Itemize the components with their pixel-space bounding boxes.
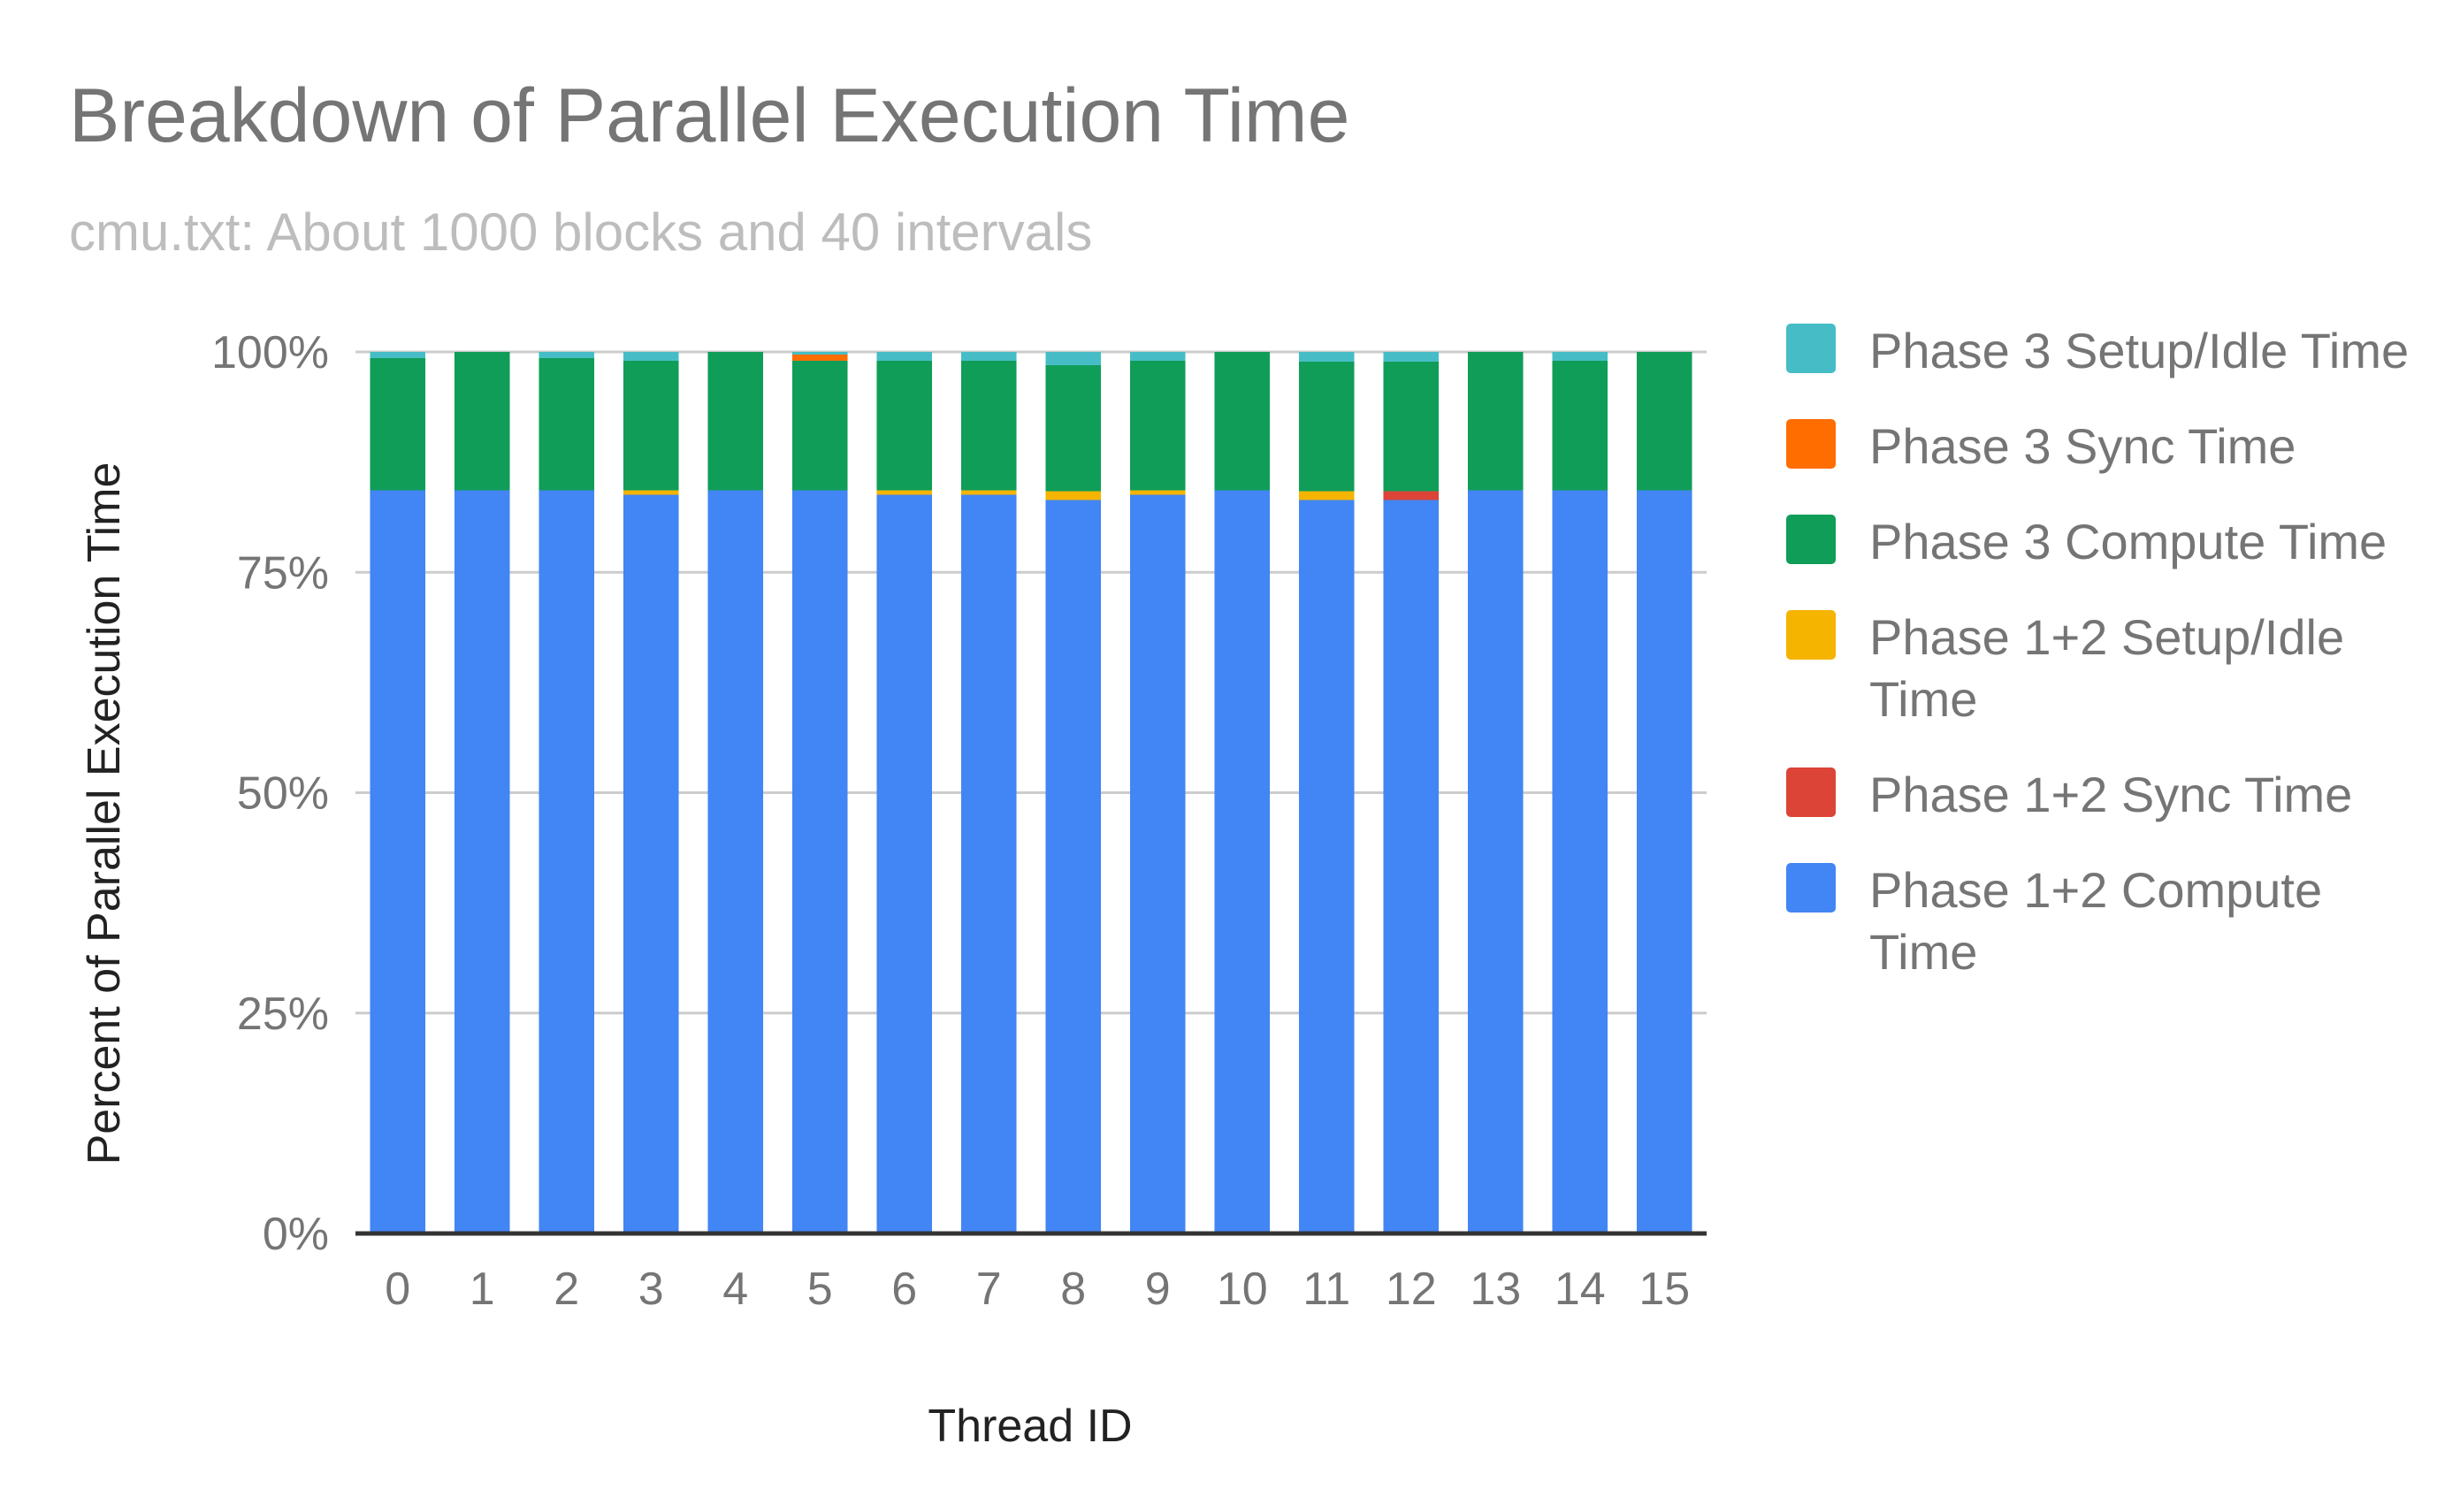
legend-item: Phase 1+2 Setup/Idle Time: [1786, 607, 2441, 730]
bar-segment: [539, 352, 595, 358]
bar-segment: [791, 360, 848, 491]
bar-segment: [1129, 352, 1186, 361]
x-tick-label: 3: [638, 1264, 664, 1315]
x-tick-label: 13: [1470, 1264, 1521, 1315]
bar-segment: [1467, 490, 1524, 1233]
bar-segment: [623, 360, 679, 491]
y-axis-title: Percent of Parallel Execution Time: [79, 462, 130, 1165]
bar-segment: [707, 490, 764, 1233]
legend-label: Phase 1+2 Sync Time: [1869, 767, 2353, 822]
x-tick-label: 8: [1060, 1264, 1086, 1315]
legend-swatch: [1786, 324, 1836, 373]
axes: 0%25%50%75%100%0 1 2 3 4 5 6 7 8 9 10 11 12 13 14 15: [211, 327, 1707, 1315]
legend-swatch: [1786, 863, 1836, 913]
y-tick-label: 100%: [211, 327, 329, 378]
legend-item: Phase 3 Setup/Idle Time: [1786, 320, 2441, 382]
chart-title: Breakdown of Parallel Execution Time: [69, 73, 1350, 158]
y-tick-label: 0%: [263, 1209, 329, 1260]
bar-segment: [454, 352, 510, 491]
bar-segment: [960, 352, 1017, 361]
bar-segment: [1214, 490, 1271, 1233]
bar-segment: [1129, 490, 1186, 495]
legend: Phase 3 Setup/Idle Time Phase 3 Sync Time…: [1786, 320, 2441, 1017]
x-tick-label: 12: [1386, 1264, 1437, 1315]
bar-segment: [1383, 352, 1440, 362]
legend-label: Phase 1+2 Compute Time: [1869, 862, 2323, 980]
bar-segment: [623, 352, 679, 361]
bar-segment: [1552, 352, 1608, 361]
bar-segment: [791, 352, 848, 355]
bar-segment: [1383, 491, 1440, 500]
bar-segment: [1467, 352, 1524, 491]
y-tick-label: 75%: [237, 547, 329, 599]
bar-segment: [1045, 352, 1102, 365]
bar-segment: [370, 490, 426, 1233]
legend-swatch: [1786, 515, 1836, 564]
bar-segment: [623, 490, 679, 495]
bar-segment: [1298, 352, 1355, 362]
bar-segment: [791, 354, 848, 361]
x-tick-label: 4: [722, 1264, 748, 1315]
bar-segment: [1636, 352, 1692, 491]
legend-swatch: [1786, 610, 1836, 660]
bar-segment: [539, 490, 595, 1233]
x-tick-label: 0: [385, 1264, 410, 1315]
bar-segment: [1129, 360, 1186, 491]
legend-item: Phase 1+2 Sync Time: [1786, 764, 2441, 826]
bar-segment: [1045, 491, 1102, 500]
bar-segment: [1383, 500, 1440, 1233]
bar-segment: [1552, 490, 1608, 1233]
x-tick-label: 2: [554, 1264, 579, 1315]
legend-item: Phase 3 Compute Time: [1786, 511, 2441, 573]
bar-segment: [960, 360, 1017, 491]
x-tick-label: 11: [1303, 1264, 1350, 1315]
bar-segment: [1298, 491, 1355, 500]
legend-item: Phase 3 Sync Time: [1786, 416, 2441, 477]
bar-segment: [707, 352, 764, 491]
legend-label: Phase 3 Sync Time: [1869, 418, 2296, 474]
bar-segment: [1383, 361, 1440, 492]
bar-segment: [623, 494, 679, 1233]
bar-segment: [1214, 352, 1271, 491]
x-tick-label: 1: [470, 1264, 495, 1315]
bar-segment: [791, 490, 848, 1233]
bar-segment: [1045, 364, 1102, 492]
legend-swatch: [1786, 767, 1836, 817]
bar-segment: [1045, 500, 1102, 1233]
bar-segment: [876, 352, 933, 361]
x-tick-label: 7: [976, 1264, 1002, 1315]
bar-segment: [960, 490, 1017, 495]
x-tick-label: 5: [807, 1264, 833, 1315]
y-tick-label: 50%: [237, 768, 329, 820]
bar-segment: [370, 357, 426, 491]
bars: [370, 352, 1692, 1233]
bar-segment: [876, 490, 933, 495]
legend-label: Phase 1+2 Setup/Idle Time: [1869, 609, 2345, 727]
bar-segment: [1298, 361, 1355, 492]
bar-segment: [1298, 500, 1355, 1233]
x-tick-label: 10: [1217, 1264, 1268, 1315]
bar-segment: [960, 494, 1017, 1233]
bar-segment: [539, 357, 595, 491]
legend-swatch: [1786, 419, 1836, 469]
legend-item: Phase 1+2 Compute Time: [1786, 859, 2441, 983]
legend-label: Phase 3 Setup/Idle Time: [1869, 323, 2410, 378]
bar-segment: [1636, 490, 1692, 1233]
bar-segment: [370, 352, 426, 358]
x-tick-label: 15: [1639, 1264, 1690, 1315]
x-tick-label: 14: [1555, 1264, 1606, 1315]
x-axis-title: Thread ID: [928, 1401, 1132, 1452]
chart-subtitle: cmu.txt: About 1000 blocks and 40 interv…: [69, 202, 1093, 262]
bar-segment: [876, 494, 933, 1233]
bar-segment: [876, 360, 933, 491]
legend-label: Phase 3 Compute Time: [1869, 514, 2387, 569]
x-tick-label: 9: [1145, 1264, 1171, 1315]
bar-segment: [454, 490, 510, 1233]
bar-segment: [1129, 494, 1186, 1233]
y-tick-label: 25%: [237, 989, 329, 1040]
x-tick-label: 6: [891, 1264, 917, 1315]
bar-segment: [1552, 360, 1608, 491]
